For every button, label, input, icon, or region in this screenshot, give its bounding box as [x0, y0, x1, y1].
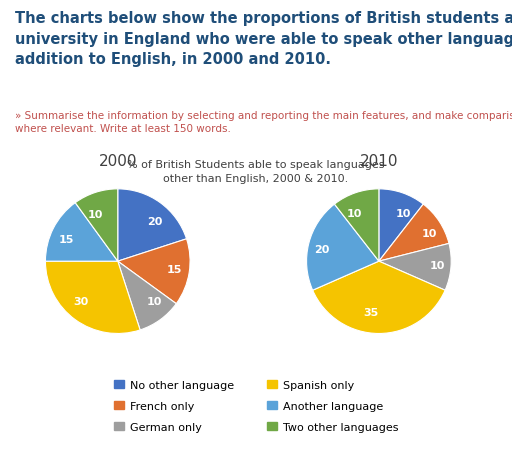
- Text: % of British Students able to speak languages
other than English, 2000 & 2010.: % of British Students able to speak lang…: [127, 160, 385, 184]
- Text: 10: 10: [421, 229, 437, 239]
- Wedge shape: [75, 189, 118, 262]
- Text: 10: 10: [347, 209, 362, 219]
- Wedge shape: [379, 244, 451, 290]
- Text: 10: 10: [430, 261, 445, 271]
- Text: » Summarise the information by selecting and reporting the main features, and ma: » Summarise the information by selecting…: [15, 110, 512, 133]
- Text: 35: 35: [364, 307, 379, 317]
- Title: 2000: 2000: [98, 154, 137, 169]
- Wedge shape: [313, 262, 445, 334]
- Wedge shape: [334, 189, 379, 262]
- Wedge shape: [118, 189, 186, 262]
- Wedge shape: [118, 262, 176, 330]
- Text: 20: 20: [314, 244, 330, 254]
- Text: The charts below show the proportions of British students at one
university in E: The charts below show the proportions of…: [15, 11, 512, 67]
- Wedge shape: [46, 203, 118, 262]
- Wedge shape: [307, 205, 379, 290]
- Wedge shape: [379, 189, 423, 262]
- Legend: No other language, French only, German only, Spanish only, Another language, Two: No other language, French only, German o…: [111, 377, 401, 435]
- Text: 15: 15: [58, 235, 74, 244]
- Text: 20: 20: [146, 217, 162, 227]
- Text: 30: 30: [74, 296, 89, 306]
- Title: 2010: 2010: [359, 154, 398, 169]
- Text: 10: 10: [146, 296, 162, 306]
- Wedge shape: [118, 239, 190, 304]
- Text: 10: 10: [395, 209, 411, 219]
- Text: 15: 15: [166, 264, 182, 274]
- Wedge shape: [379, 205, 449, 262]
- Text: 10: 10: [87, 210, 102, 220]
- Wedge shape: [46, 262, 140, 334]
